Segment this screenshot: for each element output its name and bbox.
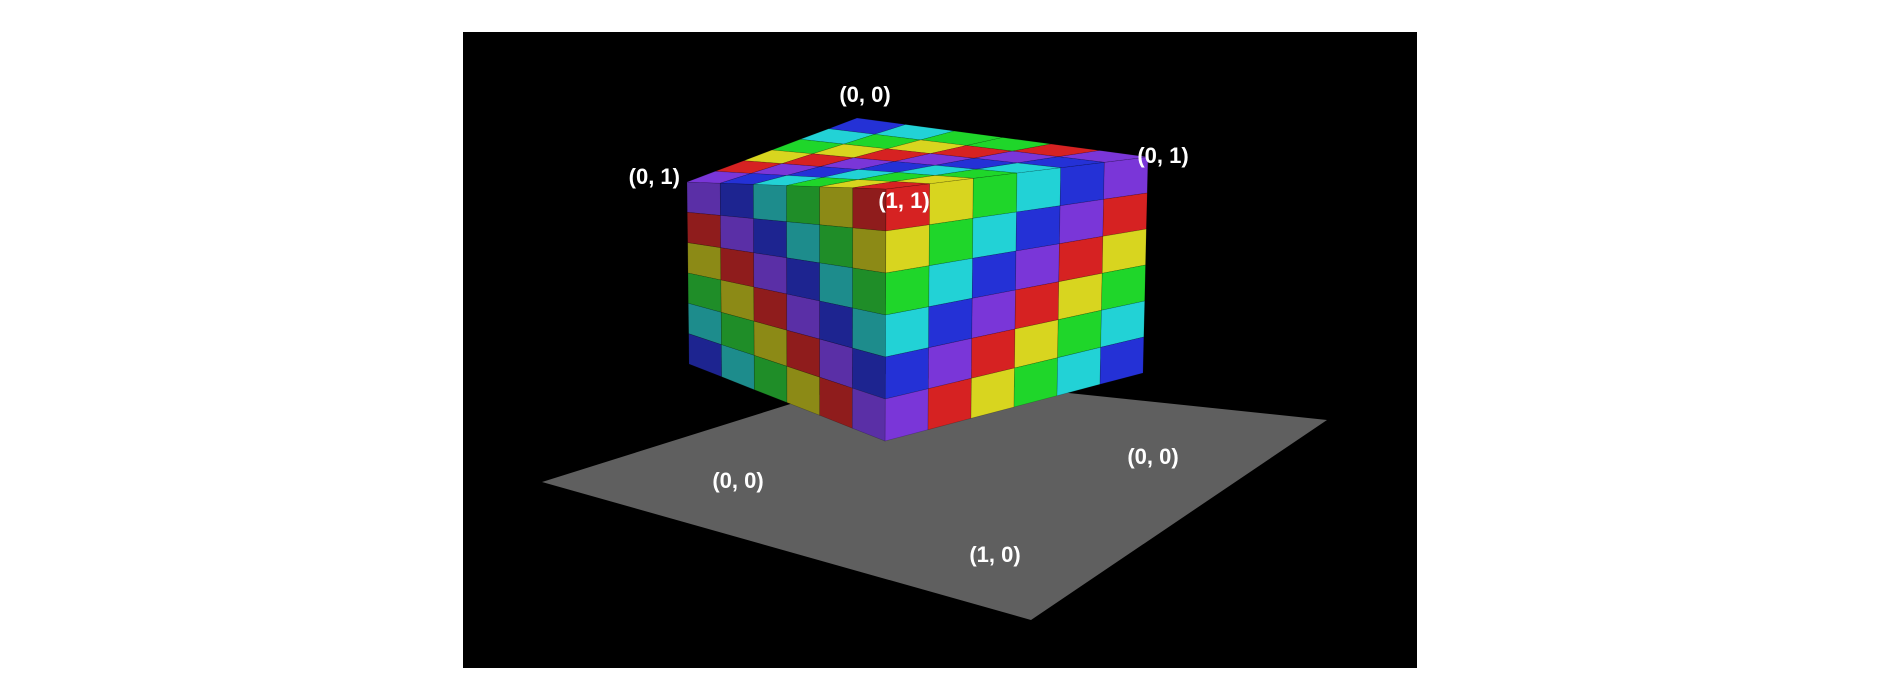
front-face-tile — [852, 267, 887, 316]
right-face-tile — [972, 172, 1018, 219]
label-bottom-right: (0, 0) — [1127, 444, 1178, 469]
top-face-tile — [852, 181, 930, 190]
label-top-back: (0, 0) — [839, 82, 890, 107]
right-face-tile — [928, 217, 974, 267]
front-face — [686, 181, 887, 442]
cube-figure-frame: (0, 0) (0, 1) (0, 1) (1, 1) (0, 0) (0, 0… — [463, 32, 1417, 668]
right-face-tile — [1099, 336, 1145, 385]
label-bottom-left: (0, 0) — [712, 468, 763, 493]
front-face-tile — [752, 183, 787, 223]
front-face-tile — [819, 224, 854, 269]
front-face-tile — [786, 221, 821, 264]
front-face-tile — [786, 185, 821, 226]
front-face-tile — [719, 182, 754, 219]
right-face-tile — [1016, 167, 1062, 213]
right-face-tile — [885, 224, 930, 274]
front-face-tile — [720, 215, 755, 254]
label-bottom-front: (1, 0) — [969, 542, 1020, 567]
front-face-tile — [819, 262, 854, 309]
front-face-tile — [686, 181, 721, 216]
label-top-left: (0, 1) — [629, 164, 680, 189]
label-top-front: (1, 1) — [878, 188, 929, 213]
right-face-tile — [929, 177, 974, 226]
right-face-tile — [1015, 205, 1061, 252]
front-face-tile — [851, 387, 886, 442]
front-face-tile — [686, 211, 722, 249]
right-face-tile — [1059, 161, 1105, 207]
cube-figure: (0, 0) (0, 1) (0, 1) (1, 1) (0, 0) (0, 0… — [542, 82, 1327, 620]
right-face — [884, 156, 1149, 442]
front-face-tile — [753, 218, 788, 259]
ground-plane — [542, 374, 1327, 620]
top-face — [686, 117, 1149, 190]
label-top-right: (0, 1) — [1137, 143, 1188, 168]
right-face-tile — [972, 211, 1017, 259]
front-face-tile — [786, 257, 821, 302]
front-face-tile — [852, 227, 887, 274]
front-face-tile — [819, 186, 854, 229]
